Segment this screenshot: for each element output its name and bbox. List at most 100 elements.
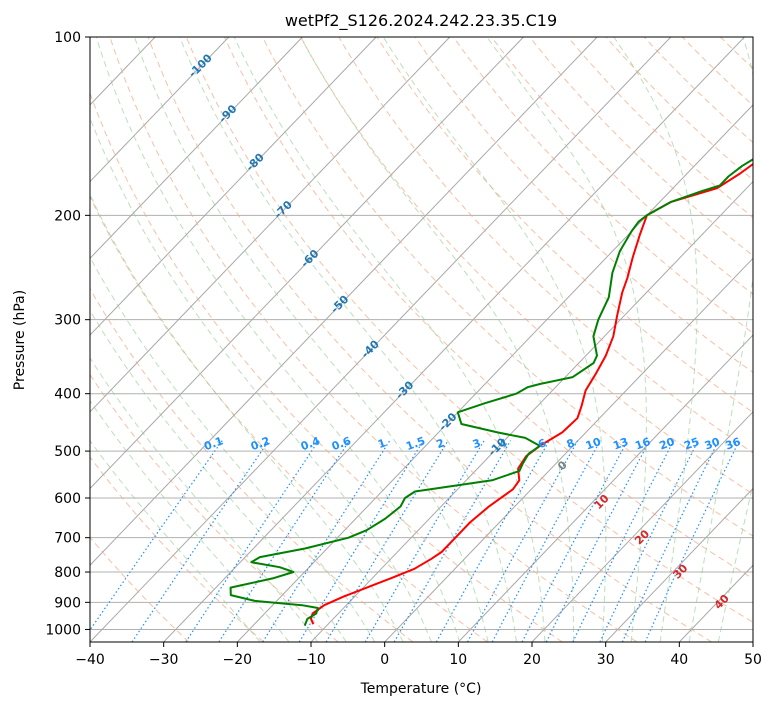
mixing-ratio-line — [572, 440, 675, 642]
y-tick-label: 400 — [54, 387, 81, 403]
dry-adiabat-line — [338, 37, 753, 454]
profile-series — [229, 158, 753, 626]
y-tick-label: 800 — [54, 565, 81, 581]
mixing-ratio-label: 1 — [376, 436, 388, 451]
moist-adiabat-line — [90, 357, 319, 642]
isotherm-gridline — [457, 334, 753, 642]
mixing-ratio-label: 0.6 — [330, 434, 353, 453]
isotherm-gridline — [90, 37, 598, 566]
x-tick-label: 20 — [523, 652, 541, 668]
mixing-ratio-label: 20 — [658, 435, 677, 453]
dry-adiabat-line — [452, 37, 753, 334]
temperature-line — [310, 162, 753, 625]
mixing-ratio-label: 25 — [682, 435, 701, 452]
mixing-ratio-label: 30 — [703, 435, 722, 453]
mixing-ratio-line — [218, 440, 350, 642]
mixing-ratio-line — [599, 440, 699, 642]
plot-frame — [89, 36, 754, 643]
dry-adiabat-line — [90, 195, 488, 642]
x-axis-label: Temperature (°C) — [360, 681, 482, 697]
dry-adiabat-line — [90, 456, 264, 642]
dry-adiabat-line — [300, 37, 753, 495]
line-labels: 0.1 0.2 0.4 0.6 1 1.5 2 3 4 6 8 10 13 16 20 25 30 36-100-… — [186, 51, 743, 612]
x-tick-label: 0 — [380, 652, 389, 668]
y-tick-label: 600 — [54, 491, 81, 507]
dry-adiabat-line — [262, 37, 753, 537]
isotherm-gridline — [90, 37, 377, 336]
isotherm-gridline — [384, 257, 753, 642]
y-tick-label: 900 — [54, 595, 81, 611]
x-tick-label: 10 — [449, 652, 467, 668]
moist-adiabat-line — [179, 37, 517, 642]
x-tick-label: −20 — [223, 652, 253, 668]
mixing-ratio-line — [90, 440, 223, 632]
mixing-ratio-label: 13 — [611, 435, 630, 452]
moist-adiabat-line — [233, 37, 546, 642]
moist-adiabat-line — [486, 37, 647, 642]
isotherm-gridline — [163, 37, 745, 642]
dry-adiabat-line — [567, 37, 753, 219]
background-lines — [90, 37, 753, 642]
mixing-ratio-line — [131, 440, 270, 642]
mixing-ratio-line — [435, 440, 550, 642]
moist-adiabat-line — [134, 37, 489, 642]
x-tick-label: 40 — [670, 652, 688, 668]
x-tick-label: 30 — [597, 652, 615, 668]
y-tick-label: 200 — [54, 208, 81, 224]
mixing-ratio-label: 16 — [633, 435, 652, 453]
dry-adiabat-line — [224, 37, 753, 580]
y-tick-label: 100 — [54, 30, 81, 46]
dry-adiabat-line — [414, 37, 753, 373]
y-tick-label: 700 — [54, 531, 81, 547]
mixing-ratio-label: 0.2 — [249, 434, 272, 453]
mixing-ratio-line — [298, 440, 424, 642]
y-axis-ticks: 100 200 300 400 500 600 700 800 900 1000 — [45, 30, 90, 638]
mixing-ratio-label: 2 — [435, 436, 447, 451]
isotherm-gridline — [90, 37, 451, 413]
mixing-ratio-label: 1.5 — [404, 434, 427, 453]
mixing-ratio-line — [644, 440, 740, 642]
dry-adiabat-line — [185, 37, 753, 623]
mixing-ratio-line — [325, 440, 449, 642]
mixing-ratio-label: 3 — [471, 436, 483, 451]
chart-title: wetPf2_S126.2024.242.23.35.C19 — [285, 11, 557, 31]
moist-adiabat-line — [688, 37, 753, 642]
x-tick-label: −40 — [75, 652, 105, 668]
moist-adiabat-line — [613, 37, 698, 642]
isotherm-gridline — [531, 411, 753, 642]
dry-adiabat-line — [90, 287, 414, 642]
mixing-ratio-label: 4 — [497, 436, 509, 451]
y-tick-label: 1000 — [45, 622, 81, 638]
mixing-ratio-label: 10 — [584, 435, 603, 453]
y-axis-label: Pressure (hPa) — [12, 290, 28, 390]
mixing-ratio-label: 0.1 — [202, 434, 225, 453]
dry-adiabat-line — [90, 91, 563, 642]
x-tick-label: 50 — [744, 652, 762, 668]
mixing-ratio-line — [185, 440, 320, 642]
moist-adiabat-line — [90, 116, 432, 642]
mixing-ratio-line — [364, 440, 485, 642]
mixing-ratio-line — [466, 440, 579, 642]
dewpoint-line — [229, 158, 753, 626]
moist-adiabat-line — [95, 37, 461, 642]
x-tick-label: −30 — [149, 652, 179, 668]
y-tick-label: 300 — [54, 313, 81, 329]
mixing-ratio-label: 0.4 — [299, 434, 322, 453]
mixing-ratio-line — [491, 440, 601, 642]
dry-adiabat-line — [90, 373, 339, 642]
isotherm-gridline — [90, 37, 672, 642]
y-tick-label: 500 — [54, 444, 81, 460]
isotherm-gridline — [90, 37, 303, 260]
x-tick-label: −10 — [296, 652, 326, 668]
mixing-ratio-label: 6 — [536, 436, 548, 451]
mixing-ratio-label: 8 — [565, 436, 577, 451]
isotherm-gridline — [90, 37, 524, 490]
moist-adiabat-line — [90, 439, 261, 642]
x-axis-ticks: −40 −30 −20 −10 0 10 20 30 40 50 — [75, 642, 762, 668]
dry-adiabat-line — [529, 37, 753, 257]
moist-adiabat-line — [90, 256, 376, 642]
dry-adiabat-line — [147, 37, 712, 642]
moist-adiabat-line — [90, 309, 347, 642]
